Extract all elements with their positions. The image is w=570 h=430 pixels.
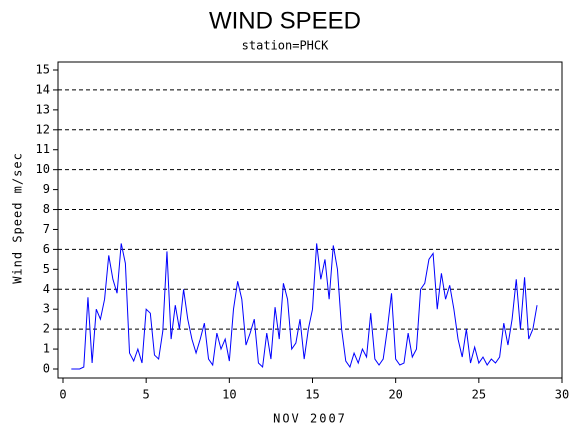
- y-tick-label: 4: [43, 282, 50, 296]
- y-tick-label: 9: [43, 182, 50, 196]
- y-tick-label: 14: [36, 82, 50, 96]
- y-tick-label: 10: [36, 162, 50, 176]
- y-axis-label: Wind Speed m/sec: [11, 152, 25, 284]
- x-tick-label: 15: [305, 388, 319, 402]
- chart-title: WIND SPEED: [209, 7, 361, 34]
- plot-frame: [57, 61, 563, 379]
- y-tick-label: 8: [43, 202, 50, 216]
- x-tick-label: 30: [555, 388, 569, 402]
- x-tick-label: 25: [472, 388, 486, 402]
- y-tick-label: 12: [36, 122, 50, 136]
- y-tick-label: 11: [36, 142, 50, 156]
- y-tick-label: 13: [36, 102, 50, 116]
- y-tick-label: 6: [43, 242, 50, 256]
- x-tick-label: 5: [143, 388, 150, 402]
- x-tick-label: 0: [59, 388, 66, 402]
- x-tick-label: 20: [388, 388, 402, 402]
- y-tick-label: 2: [43, 322, 50, 336]
- y-tick-label: 3: [43, 302, 50, 316]
- y-tick-label: 5: [43, 262, 50, 276]
- y-tick-label: 0: [43, 362, 50, 376]
- y-tick-label: 1: [43, 342, 50, 356]
- x-tick-label: 10: [222, 388, 236, 402]
- y-tick-label: 7: [43, 222, 50, 236]
- x-axis-label: NOV 2007: [273, 412, 347, 426]
- chart-subtitle: station=PHCK: [242, 39, 329, 53]
- data-line: [71, 243, 538, 370]
- y-tick-label: 15: [36, 63, 50, 77]
